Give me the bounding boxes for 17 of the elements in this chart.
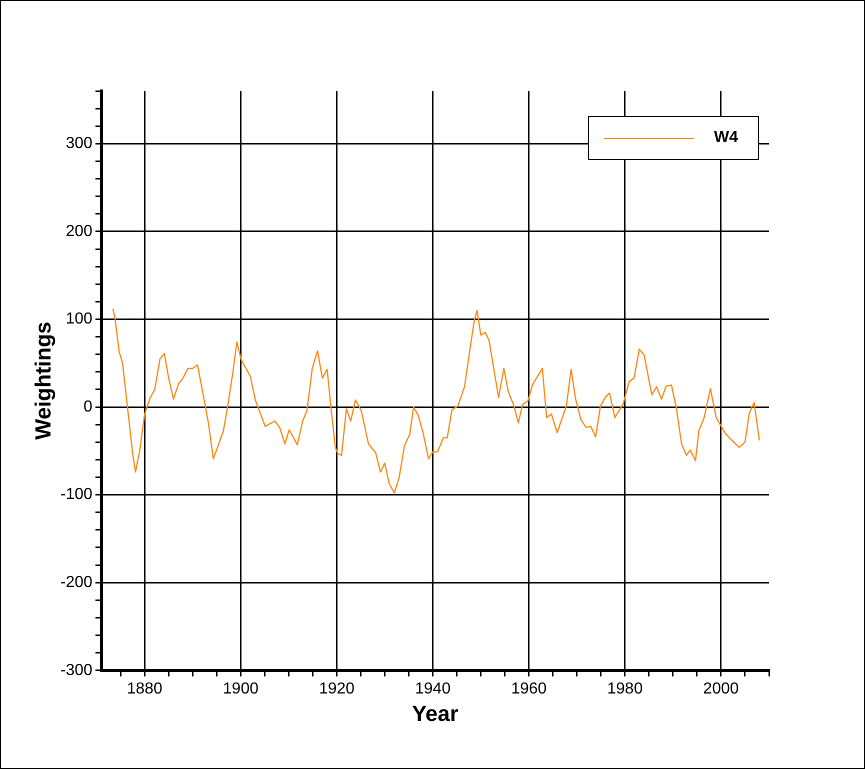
- y-tick-label: -300: [60, 662, 93, 679]
- y-axis-title: Weightings: [30, 322, 56, 440]
- x-tick-label: 1880: [126, 680, 163, 698]
- x-tick-label: 1980: [607, 680, 643, 698]
- x-tick-label: 1900: [222, 680, 259, 698]
- y-tick-label: 100: [66, 310, 93, 328]
- x-axis-title: Year: [412, 700, 459, 726]
- y-tick-label: -200: [60, 574, 93, 592]
- x-tick-label: 1920: [318, 680, 355, 698]
- legend: W4: [588, 116, 759, 160]
- x-tick-label: 1940: [415, 680, 451, 698]
- y-tick-label: 0: [84, 398, 93, 416]
- y-tick-label: 200: [66, 222, 93, 240]
- x-tick-label: 2000: [703, 680, 739, 698]
- x-tick-label: 1960: [511, 680, 547, 698]
- y-tick-label: 300: [66, 135, 93, 152]
- y-tick-label: -100: [60, 486, 93, 504]
